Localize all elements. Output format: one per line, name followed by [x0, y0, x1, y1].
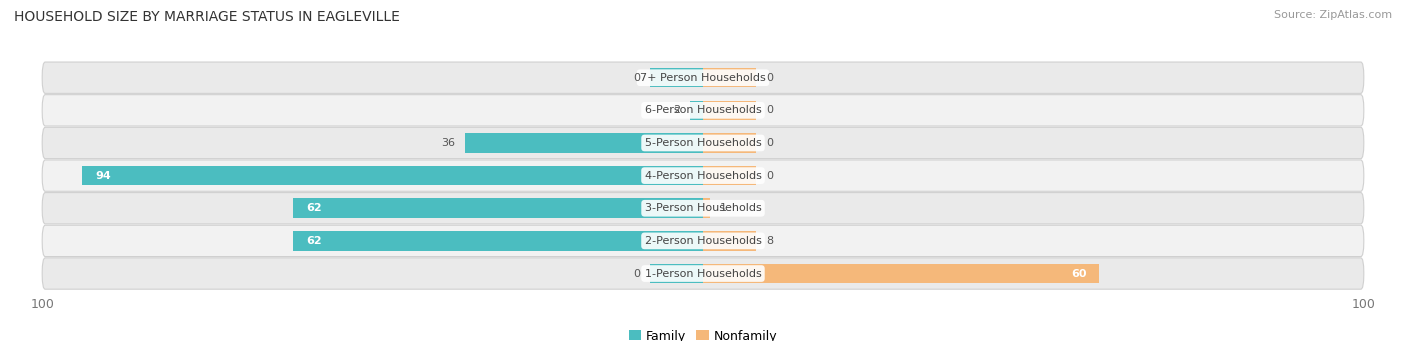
Text: 1-Person Households: 1-Person Households	[644, 268, 762, 279]
Bar	[703, 264, 1099, 283]
Text: 60: 60	[1071, 268, 1087, 279]
FancyBboxPatch shape	[42, 95, 1364, 126]
FancyBboxPatch shape	[42, 193, 1364, 224]
Text: 0: 0	[766, 138, 773, 148]
Bar	[650, 68, 703, 88]
Text: 2-Person Households: 2-Person Households	[644, 236, 762, 246]
Bar	[703, 231, 756, 251]
Text: 0: 0	[766, 105, 773, 115]
Text: 0: 0	[633, 73, 640, 83]
Bar	[703, 68, 756, 88]
Text: 0: 0	[766, 170, 773, 181]
Text: 62: 62	[307, 203, 322, 213]
Text: 2: 2	[672, 105, 681, 115]
Text: 8: 8	[766, 236, 773, 246]
Text: 3-Person Households: 3-Person Households	[644, 203, 762, 213]
Bar	[82, 166, 703, 186]
Text: 36: 36	[441, 138, 456, 148]
Text: 4-Person Households: 4-Person Households	[644, 170, 762, 181]
Bar	[703, 198, 710, 218]
Text: 7+ Person Households: 7+ Person Households	[640, 73, 766, 83]
Text: Source: ZipAtlas.com: Source: ZipAtlas.com	[1274, 10, 1392, 20]
Bar	[294, 198, 703, 218]
Bar	[465, 133, 703, 153]
FancyBboxPatch shape	[42, 225, 1364, 256]
Bar	[690, 101, 703, 120]
Text: 6-Person Households: 6-Person Households	[644, 105, 762, 115]
Text: 1: 1	[720, 203, 727, 213]
Bar	[703, 101, 756, 120]
FancyBboxPatch shape	[42, 160, 1364, 191]
Bar	[650, 264, 703, 283]
FancyBboxPatch shape	[42, 62, 1364, 93]
Text: 0: 0	[766, 73, 773, 83]
Text: HOUSEHOLD SIZE BY MARRIAGE STATUS IN EAGLEVILLE: HOUSEHOLD SIZE BY MARRIAGE STATUS IN EAG…	[14, 10, 399, 24]
Bar	[703, 133, 756, 153]
Text: 5-Person Households: 5-Person Households	[644, 138, 762, 148]
FancyBboxPatch shape	[42, 127, 1364, 159]
Bar	[703, 166, 756, 186]
Bar	[294, 231, 703, 251]
Text: 62: 62	[307, 236, 322, 246]
FancyBboxPatch shape	[42, 258, 1364, 289]
Text: 0: 0	[633, 268, 640, 279]
Legend: Family, Nonfamily: Family, Nonfamily	[624, 325, 782, 341]
Text: 94: 94	[96, 170, 111, 181]
